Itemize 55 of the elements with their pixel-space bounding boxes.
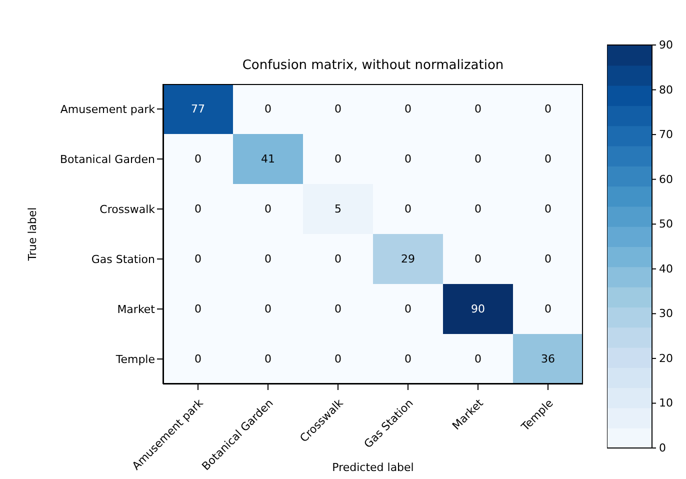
chart-title: Confusion matrix, without normalization bbox=[241, 58, 505, 73]
color-bar-label: 10 bbox=[659, 396, 673, 410]
data-label: 0 bbox=[334, 152, 342, 166]
data-label: 0 bbox=[264, 102, 272, 116]
data-label: 0 bbox=[404, 202, 412, 216]
data-label: 0 bbox=[264, 302, 272, 316]
data-label: 0 bbox=[264, 252, 272, 266]
y-tick-label: Botanical Garden bbox=[60, 152, 156, 166]
data-label: 0 bbox=[474, 352, 482, 366]
data-label: 0 bbox=[474, 102, 482, 116]
data-label: 0 bbox=[474, 252, 482, 266]
y-tick-label: Gas Station bbox=[91, 252, 156, 266]
data-label: 0 bbox=[404, 352, 412, 366]
color-bar-label: 20 bbox=[659, 352, 673, 365]
data-label: 0 bbox=[544, 152, 552, 166]
data-label: 36 bbox=[541, 352, 555, 366]
y-tick-label: Temple bbox=[114, 352, 156, 366]
data-label: 0 bbox=[194, 152, 202, 166]
color-bar-label: 0 bbox=[659, 442, 666, 454]
data-label: 0 bbox=[194, 202, 202, 216]
data-label: 5 bbox=[334, 202, 342, 216]
data-label: 0 bbox=[194, 302, 202, 316]
data-label: 0 bbox=[404, 152, 412, 166]
color-bar-label: 90 bbox=[659, 38, 673, 52]
color-bar-label: 40 bbox=[659, 262, 673, 276]
data-label: 0 bbox=[194, 352, 202, 366]
data-label: 41 bbox=[261, 152, 275, 166]
data-label: 0 bbox=[544, 202, 552, 216]
data-label: 0 bbox=[404, 102, 412, 116]
data-label: 0 bbox=[404, 302, 412, 316]
color-bar-label: 30 bbox=[659, 307, 673, 320]
color-bar-label: 60 bbox=[659, 172, 673, 186]
data-label: 0 bbox=[264, 202, 272, 216]
data-label: 0 bbox=[544, 102, 552, 116]
data-label: 0 bbox=[194, 252, 202, 266]
y-tick-label: Amusement park bbox=[60, 102, 156, 116]
data-label: 0 bbox=[474, 202, 482, 216]
color-bar-label: 50 bbox=[659, 218, 673, 231]
color-bar-label: 80 bbox=[659, 83, 673, 96]
data-label: 0 bbox=[474, 152, 482, 166]
data-label: 0 bbox=[334, 102, 342, 116]
data-label: 0 bbox=[334, 302, 342, 316]
data-label: 0 bbox=[334, 352, 342, 366]
data-label: 29 bbox=[401, 252, 415, 266]
data-label: 77 bbox=[191, 102, 205, 116]
data-label: 0 bbox=[334, 252, 342, 266]
data-label: 0 bbox=[544, 252, 552, 266]
y-tick-label: Market bbox=[117, 302, 156, 316]
color-bar-label: 70 bbox=[659, 128, 673, 142]
data-label: 0 bbox=[264, 352, 272, 366]
data-label: 90 bbox=[471, 302, 485, 316]
x-axis-title: Predicted label bbox=[332, 461, 414, 474]
data-label: 0 bbox=[544, 302, 552, 316]
y-axis-title: True label bbox=[26, 207, 40, 261]
y-tick-label: Crosswalk bbox=[100, 202, 156, 216]
